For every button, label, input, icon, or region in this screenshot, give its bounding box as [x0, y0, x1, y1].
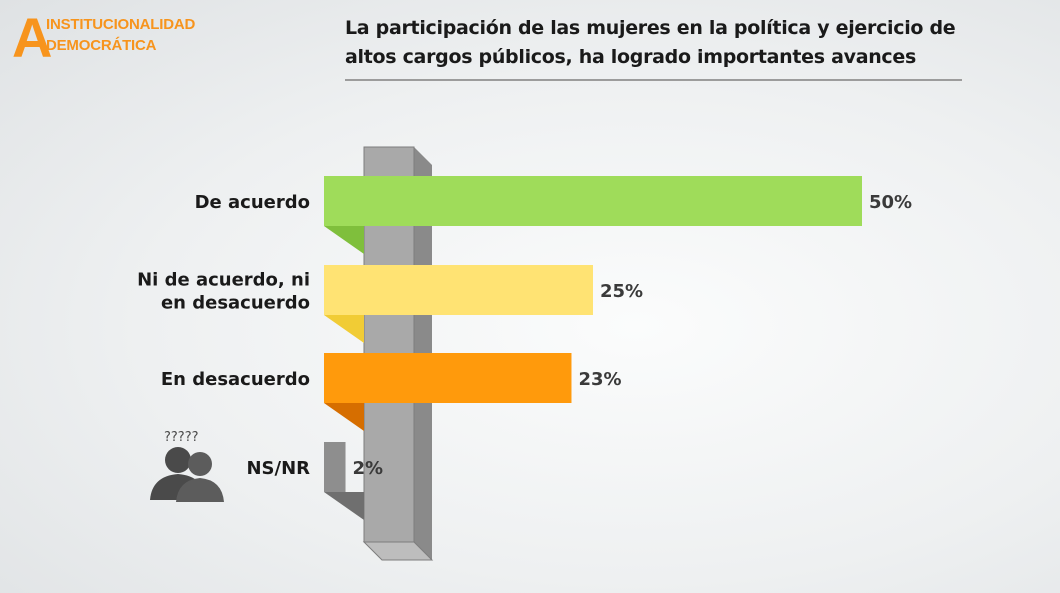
value-label: 23% — [578, 369, 621, 390]
category-label: En desacuerdo — [161, 369, 310, 390]
bar — [324, 265, 593, 315]
bar-shadow — [324, 492, 364, 520]
category-label: NS/NR — [246, 458, 310, 479]
value-label: 50% — [869, 192, 912, 213]
bar-shadow — [324, 226, 364, 254]
person-head — [188, 452, 212, 476]
brand-logo: A INSTITUCIONALIDAD DEMOCRÁTICA — [12, 10, 232, 68]
logo-letter: A — [12, 6, 53, 69]
category-label: De acuerdo — [195, 192, 310, 213]
category-label: Ni de acuerdo, ni — [137, 270, 310, 291]
confused-people-icon: ????? — [150, 430, 224, 502]
person-head — [165, 447, 191, 473]
chart-title: La participación de las mujeres en la po… — [345, 17, 956, 68]
value-label: 2% — [353, 458, 384, 479]
logo-line-2: DEMOCRÁTICA — [46, 37, 157, 54]
bar-shadow — [324, 315, 364, 343]
category-label: en desacuerdo — [161, 293, 310, 314]
bar — [324, 353, 572, 403]
pole-front — [362, 541, 434, 561]
pole-base — [362, 541, 434, 561]
question-marks-icon: ????? — [164, 430, 199, 445]
bar-shadow — [324, 403, 364, 431]
bars-group — [324, 176, 862, 520]
title-divider — [345, 79, 962, 81]
logo-line-1: INSTITUCIONALIDAD — [46, 16, 196, 33]
value-label: 25% — [600, 281, 643, 302]
bar — [324, 176, 862, 226]
person-body — [176, 478, 224, 502]
bar — [324, 442, 346, 492]
